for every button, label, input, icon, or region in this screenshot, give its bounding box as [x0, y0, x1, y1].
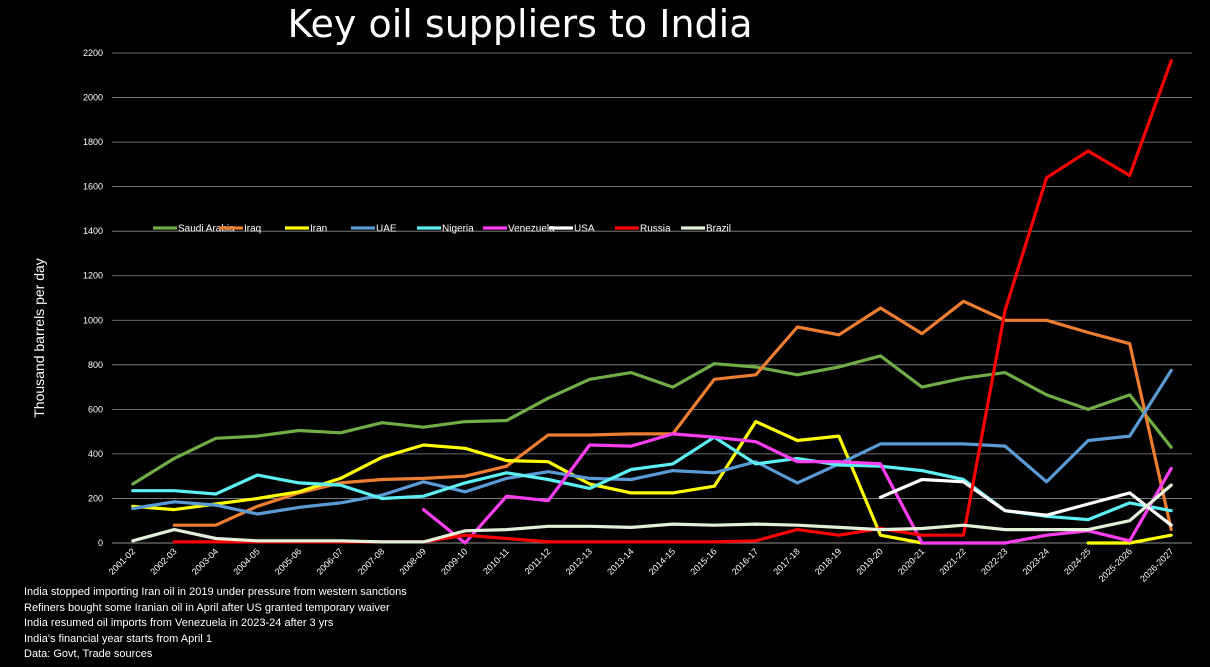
x-tick-label: 2022-23 — [979, 546, 1009, 576]
x-tick-label: 2010-11 — [481, 546, 511, 576]
x-tick-label: 2003-04 — [190, 546, 220, 576]
legend-label: Nigeria — [442, 224, 474, 235]
x-tick-label: 2024-25 — [1062, 546, 1092, 576]
y-tick-label: 200 — [88, 493, 103, 503]
y-tick-label: 1800 — [83, 137, 103, 147]
x-tick-label: 2006-07 — [314, 546, 344, 576]
y-axis-ticks: 0 200 400 600 800 1000 1200 1400 1600 1800 2000 220… — [83, 48, 103, 548]
footnote: Refiners bought some Iranian oil in Apri… — [24, 601, 390, 614]
x-tick-label: 2025-2026 — [1097, 546, 1135, 584]
x-tick-label: 2018-19 — [813, 546, 843, 576]
y-axis-label: Thousand barrels per day — [31, 258, 47, 418]
x-tick-label: 2011-12 — [523, 546, 553, 576]
x-tick-label: 2014-15 — [647, 546, 677, 576]
x-tick-label: 2002-03 — [148, 546, 178, 576]
series-line — [131, 420, 1173, 545]
footnote: India stopped importing Iran oil in 2019… — [24, 586, 407, 598]
gridlines — [112, 52, 1192, 544]
y-tick-label: 1600 — [83, 182, 103, 192]
series-nigeria — [131, 435, 1173, 522]
x-tick-label: 2009-10 — [439, 546, 469, 576]
y-tick-label: 1000 — [83, 315, 103, 325]
x-tick-label: 2008-09 — [398, 546, 428, 576]
x-tick-label: 2020-21 — [896, 546, 926, 576]
legend-label: Iraq — [244, 224, 261, 235]
legend-item: Russia — [615, 224, 671, 235]
legend: Saudi Arabia Iraq Iran UAE Nigeria Venezuela U… — [153, 224, 731, 235]
chart-title: Key oil suppliers to India — [287, 2, 753, 46]
x-tick-label: 2015-16 — [688, 546, 718, 576]
series-saudi-arabia — [131, 354, 1173, 486]
legend-label: Iran — [310, 224, 327, 235]
series-iraq — [172, 299, 1173, 532]
legend-item: Venezuela — [483, 224, 555, 235]
footnote: Data: Govt, Trade sources — [24, 648, 153, 660]
series-line — [131, 354, 1173, 486]
x-tick-label: 2004-05 — [231, 546, 261, 576]
legend-item: UAE — [351, 224, 397, 235]
series-brazil — [131, 483, 1173, 544]
series-line — [421, 432, 1173, 545]
legend-label: Russia — [640, 224, 671, 235]
legend-label: Saudi Arabia — [178, 224, 235, 235]
series-usa — [878, 477, 1173, 527]
y-tick-label: 400 — [88, 449, 103, 459]
y-tick-label: 600 — [88, 404, 103, 414]
legend-label: Brazil — [706, 224, 731, 235]
x-tick-label: 2021-22 — [938, 546, 968, 576]
x-tick-label: 2026-2027 — [1138, 546, 1176, 584]
y-tick-label: 1200 — [83, 271, 103, 281]
series-line — [131, 435, 1173, 522]
x-tick-label: 2007-08 — [356, 546, 386, 576]
legend-item: Brazil — [681, 224, 731, 235]
series-line — [172, 299, 1173, 532]
x-tick-label: 2016-17 — [730, 546, 760, 576]
series-uae — [131, 368, 1173, 516]
series-lines — [131, 59, 1173, 545]
y-tick-label: 2200 — [83, 48, 103, 58]
series-iran — [131, 420, 1173, 545]
x-tick-label: 2013-14 — [605, 546, 635, 576]
legend-label: USA — [574, 224, 595, 235]
series-venezuela — [421, 432, 1173, 545]
legend-item: Iran — [285, 224, 327, 235]
x-axis-ticks: 2001-02 2002-03 2003-04 2004-05 2005-06 2006-… — [107, 546, 1176, 584]
x-tick-label: 2019-20 — [854, 546, 884, 576]
footnote: India's financial year starts from April… — [24, 632, 212, 645]
legend-item: USA — [549, 224, 595, 235]
x-tick-label: 2001-02 — [107, 546, 137, 576]
legend-label: Venezuela — [508, 224, 555, 235]
x-tick-label: 2012-13 — [564, 546, 594, 576]
legend-item: Saudi Arabia — [153, 224, 235, 235]
legend-item: Iraq — [219, 224, 261, 235]
y-tick-label: 0 — [98, 538, 103, 548]
footnotes: India stopped importing Iran oil in 2019… — [24, 585, 407, 663]
y-tick-label: 800 — [88, 360, 103, 370]
legend-label: UAE — [376, 224, 397, 235]
y-tick-label: 1400 — [83, 226, 103, 236]
legend-item: Nigeria — [417, 224, 474, 235]
y-tick-label: 2000 — [83, 93, 103, 103]
series-line — [131, 368, 1173, 516]
footnote: India resumed oil imports from Venezuela… — [24, 617, 334, 629]
series-line — [878, 477, 1173, 527]
series-line — [131, 483, 1173, 544]
x-tick-label: 2017-18 — [771, 546, 801, 576]
x-tick-label: 2005-06 — [273, 546, 303, 576]
x-tick-label: 2023-24 — [1021, 546, 1051, 576]
